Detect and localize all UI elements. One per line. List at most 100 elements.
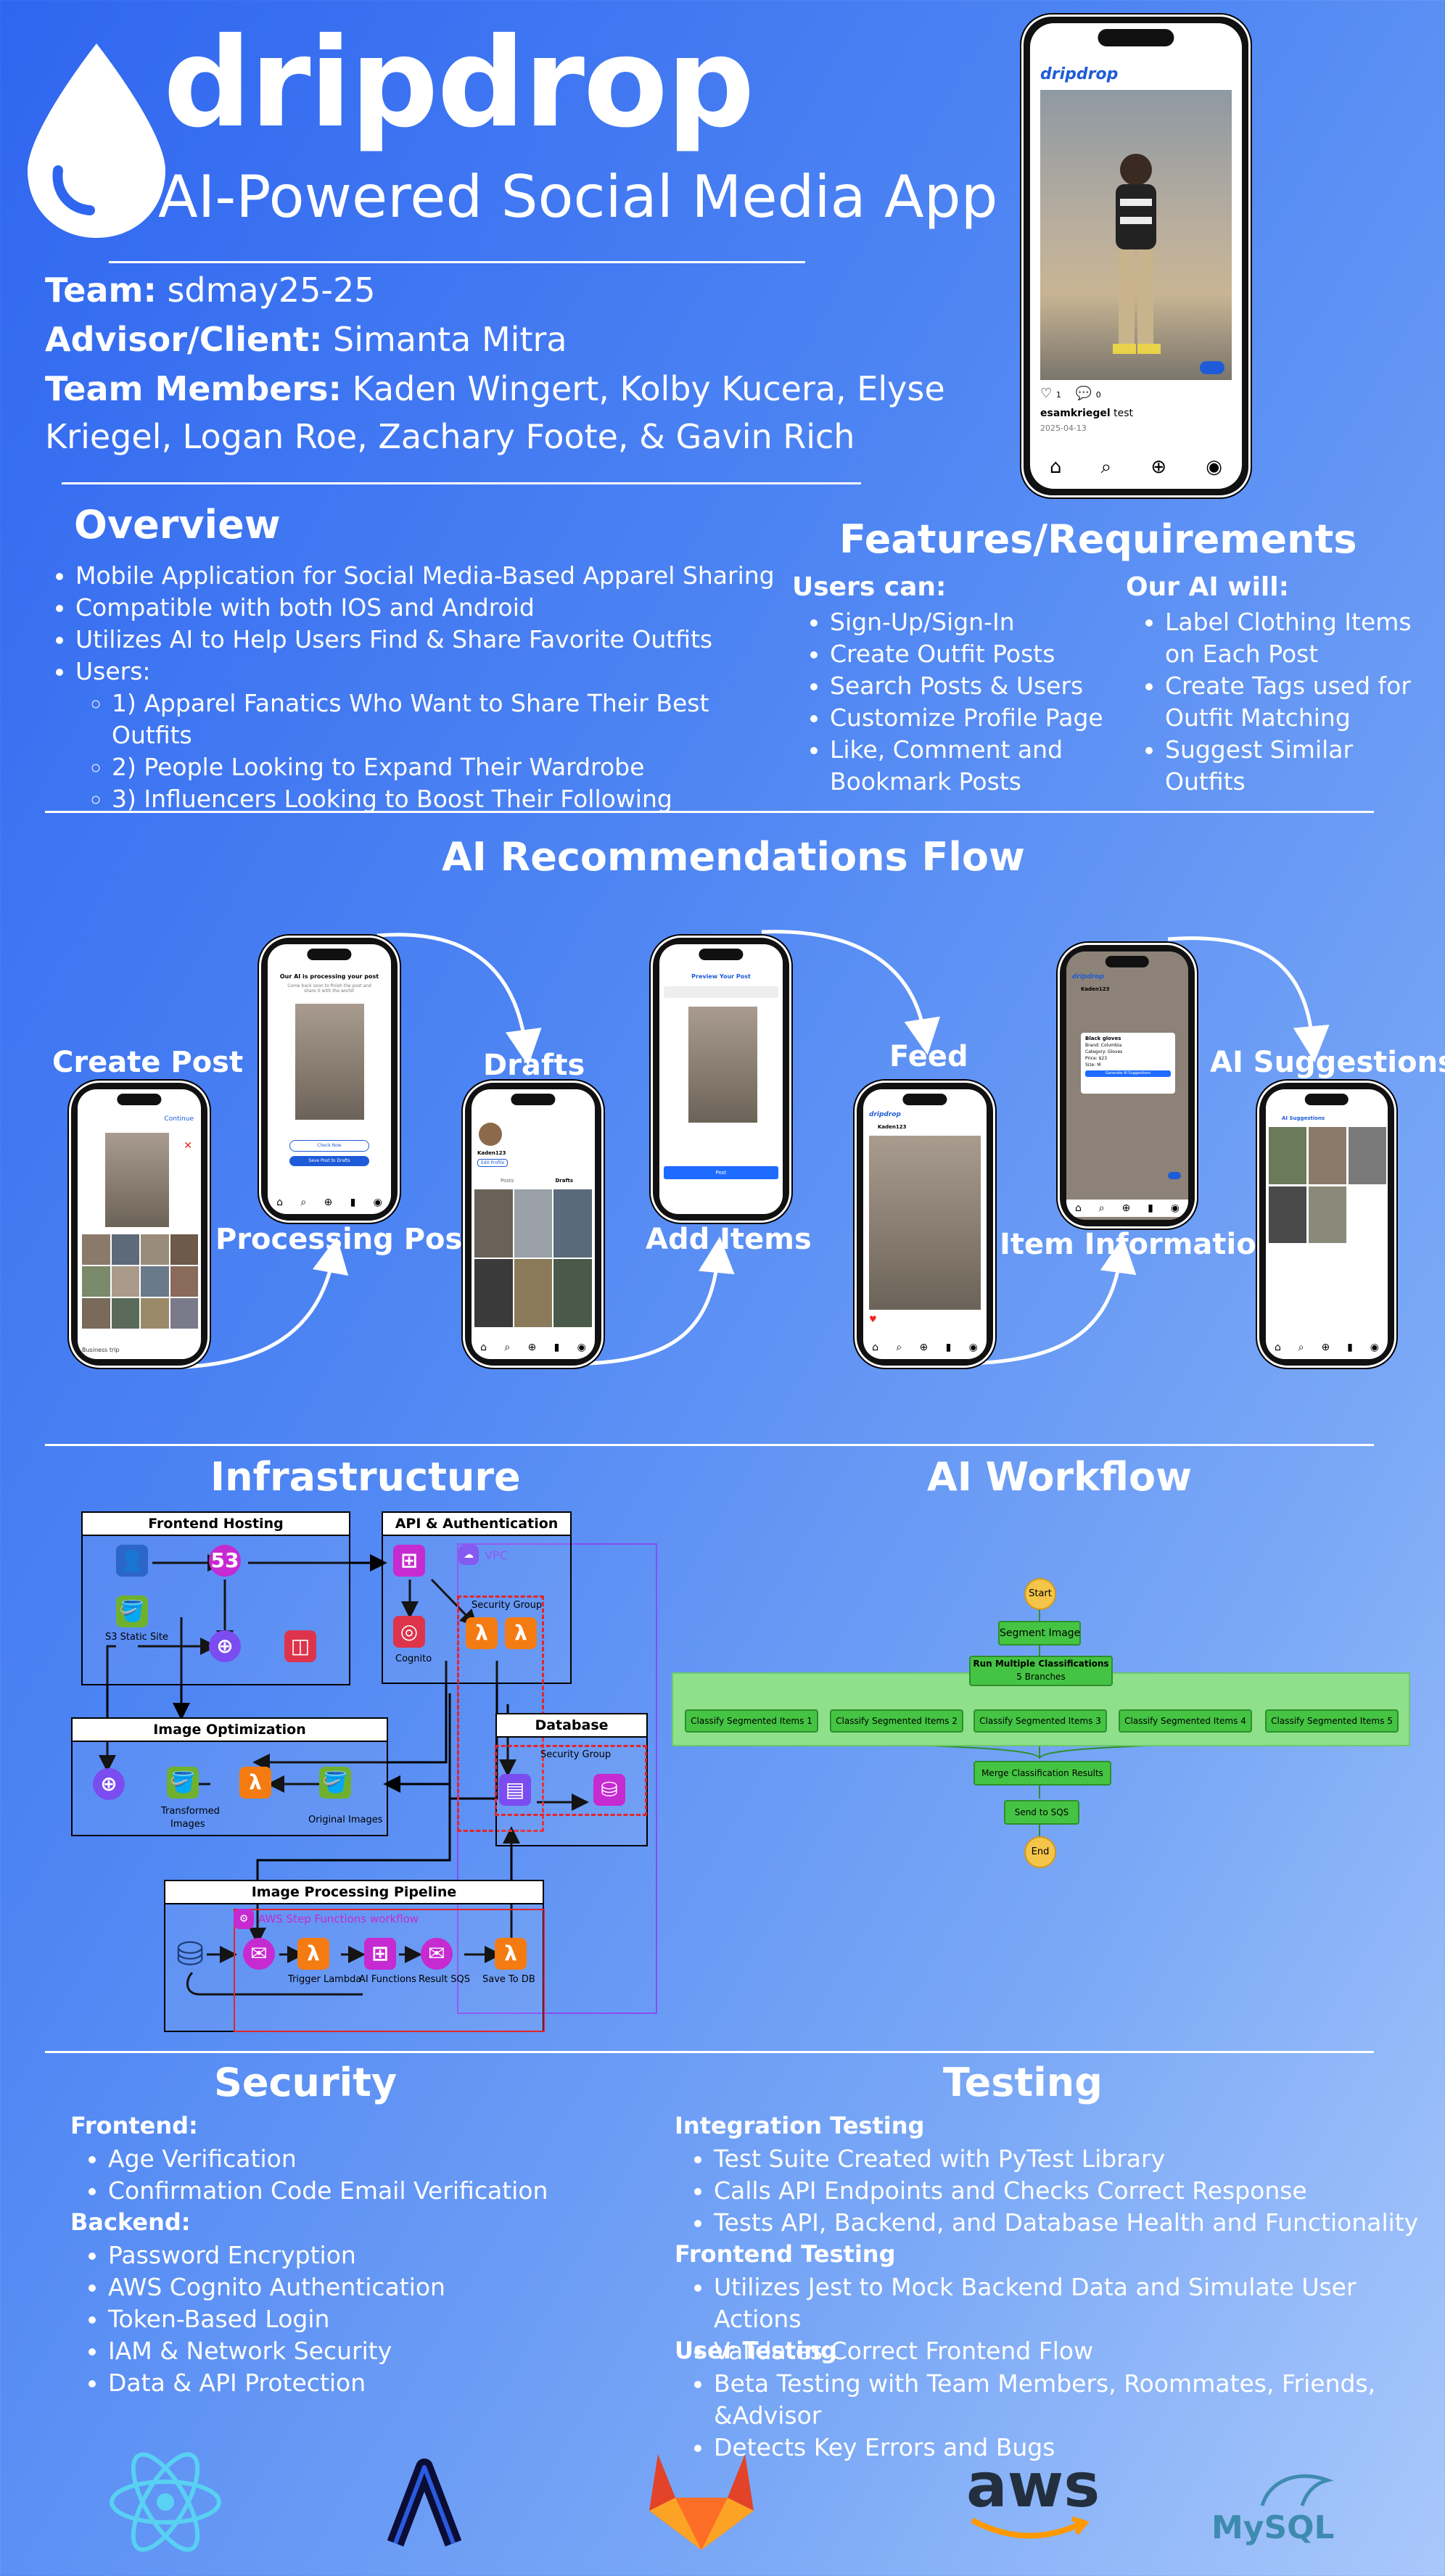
info-size: Size: M [1085,1062,1101,1068]
search-icon[interactable]: ⌕ [504,1342,511,1353]
profile-icon[interactable]: ◉ [1370,1342,1379,1353]
home-icon[interactable]: ⌂ [1074,1202,1082,1214]
search-icon[interactable]: ⌕ [1100,455,1112,478]
add-icon[interactable]: ⊕ [1121,1202,1131,1214]
phone-notch [307,949,352,960]
heart-icon[interactable]: ♥ [869,1314,877,1324]
processing-btn-check[interactable]: Check Now [289,1140,369,1152]
info-user[interactable]: Kaden123 [1081,986,1110,992]
close-icon[interactable]: ✕ [184,1140,192,1152]
feed-screen: dripdrop Kaden123 ♥ ⌂ ⌕ ⊕ ▮ ◉ [863,1089,987,1359]
home-icon[interactable]: ⌂ [1274,1342,1281,1353]
drafts-tab-drafts[interactable]: Drafts [555,1178,573,1184]
search-icon[interactable]: ⌕ [1298,1342,1304,1353]
flow-label-feed: Feed [889,1040,968,1073]
integration-testing-list: Test Suite Created with PyTest Library C… [682,2143,1436,2239]
processing-screen: Our AI is processing your post Come back… [268,944,391,1214]
info-price: Price: $23 [1085,1056,1108,1061]
workflow-sqs: Send to SQS [1004,1800,1079,1825]
ai-will-item: Create Tags used for Outfit Matching [1165,670,1438,734]
frontend-testing-list: Utilizes Jest to Mock Backend Data and S… [682,2271,1436,2367]
api-gateway-icon: ⊞ [393,1545,425,1577]
advisor-label: Advisor/Client: [45,320,323,359]
gitlab-logo-icon [649,2454,754,2550]
workflow-classify-1: Classify Segmented Items 1 [685,1709,818,1733]
profile-icon[interactable]: ◉ [968,1342,978,1353]
search-icon[interactable]: ⌕ [896,1342,902,1353]
hero-toggle[interactable] [1200,361,1224,374]
hero-person-figure [1113,154,1161,354]
heart-icon[interactable]: ♡ [1040,386,1053,401]
team-label: Team: [45,271,157,310]
optimizer-lambda-icon: λ [239,1767,271,1799]
features-title: Features/Requirements [839,516,1357,562]
bookmark-icon[interactable]: ▮ [945,1342,952,1353]
profile-icon[interactable]: ◉ [1206,456,1222,478]
db-security-group-region [495,1745,647,1816]
feed-user[interactable]: Kaden123 [878,1124,907,1130]
add-icon[interactable]: ⊕ [919,1342,929,1353]
pipeline-title: Image Processing Pipeline [164,1880,544,1904]
processing-btn-save[interactable]: Save Post to Drafts [289,1156,369,1166]
processing-sub: Come back soon to finish the post and sh… [287,983,371,994]
add-icon[interactable]: ⊕ [1321,1342,1330,1353]
section-divider-2 [45,1444,1374,1446]
ai-will-item: Label Clothing Items on Each Post [1165,606,1438,670]
info-toggle[interactable] [1168,1172,1181,1179]
images-label: Images [170,1819,205,1830]
mysql-logo-text: MySQL [1211,2509,1335,2546]
phone-notch [1304,1094,1349,1105]
home-icon[interactable]: ⌂ [872,1342,879,1353]
generate-suggestions-button[interactable]: Generate AI Suggestions [1085,1070,1171,1077]
testing-title: Testing [943,2060,1103,2105]
route53-icon: 53 [209,1545,241,1577]
home-icon[interactable]: ⌂ [480,1342,487,1353]
security-backend-list: Password Encryption AWS Cognito Authenti… [76,2239,584,2399]
app-subtitle: AI-Powered Social Media App [158,163,998,231]
result-sqs-label: Result SQS [419,1974,471,1985]
advisor-value: Simanta Mitra [333,320,567,359]
feed-app-name: dripdrop [869,1111,901,1118]
preview-photo [688,1007,757,1123]
add-icon[interactable]: ⊕ [324,1197,333,1208]
drafts-edit-profile[interactable]: Edit Profile [477,1159,509,1167]
add-icon[interactable]: ⊕ [1150,456,1167,478]
sqs-icon: ✉ [243,1938,275,1970]
bookmark-icon[interactable]: ▮ [350,1197,356,1208]
bookmark-icon[interactable]: ▮ [1148,1202,1153,1214]
overview-user-type: 3) Influencers Looking to Boost Their Fo… [112,783,776,815]
processing-phone: Our AI is processing your post Come back… [259,936,400,1223]
preview-post-button[interactable]: Post [664,1166,778,1179]
integration-testing-item: Calls API Endpoints and Checks Correct R… [714,2175,1436,2207]
hero-app-name: dripdrop [1040,65,1119,83]
cognito-icon: ◎ [393,1616,425,1648]
cdn-icon: ⊕ [93,1768,125,1800]
bookmark-icon[interactable]: ▮ [553,1342,560,1353]
integration-testing-title: Integration Testing [675,2112,925,2139]
workflow-classify-5: Classify Segmented Items 5 [1265,1709,1399,1733]
user-testing-title: User Testing [675,2337,837,2364]
users-can-item: Customize Profile Page [830,702,1117,734]
overview-item: Compatible with both IOS and Android [75,592,776,624]
home-icon[interactable]: ⌂ [1050,456,1062,478]
workflow-classify-4: Classify Segmented Items 4 [1119,1709,1252,1733]
integration-testing-item: Tests API, Backend, and Database Health … [714,2207,1436,2239]
profile-icon[interactable]: ◉ [1170,1202,1180,1214]
add-icon[interactable]: ⊕ [527,1342,537,1353]
search-icon[interactable]: ⌕ [1098,1202,1105,1214]
phone-notch [511,1094,556,1105]
original-bucket-icon: 🪣 [319,1767,351,1799]
phone-notch [902,1094,947,1105]
create-caption[interactable]: Business trip [82,1347,120,1353]
profile-icon[interactable]: ◉ [577,1342,586,1353]
search-icon[interactable]: ⌕ [300,1197,307,1208]
hero-username[interactable]: esamkriegel [1040,408,1111,419]
preview-title: Preview Your Post [691,973,751,980]
drafts-tab-posts[interactable]: Posts [501,1178,514,1184]
aws-logo: aws [966,2455,1100,2549]
bookmark-icon[interactable]: ▮ [1347,1342,1353,1353]
comment-icon[interactable]: 💬 [1075,386,1092,401]
profile-icon[interactable]: ◉ [373,1197,382,1208]
create-continue[interactable]: Continue [164,1115,194,1123]
home-icon[interactable]: ⌂ [276,1197,284,1208]
